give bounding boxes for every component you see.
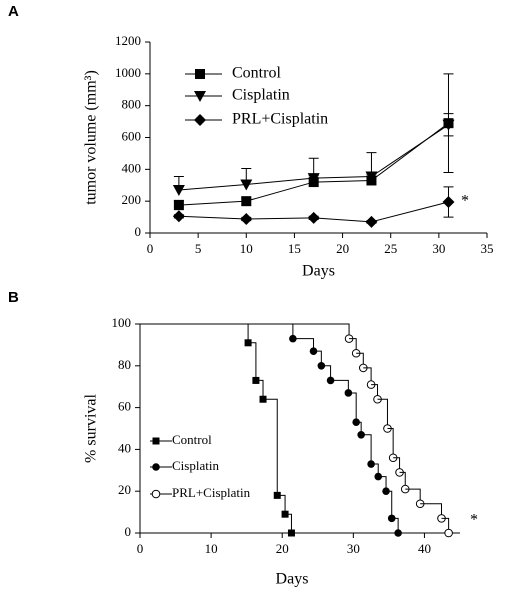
step-segment [255, 379, 264, 400]
step-segment [361, 434, 372, 465]
data-point [287, 529, 295, 537]
data-point [394, 529, 402, 537]
x-tick-label: 20 [336, 241, 349, 256]
data-point [241, 196, 252, 207]
annotation: * [461, 193, 469, 210]
data-point [442, 119, 455, 131]
step-segment [263, 398, 278, 496]
y-tick-label: 400 [122, 160, 142, 175]
x-tick-label: 35 [481, 241, 494, 256]
step-segment [391, 517, 399, 533]
legend-marker [194, 114, 206, 126]
step-segment [321, 365, 332, 381]
annotation: * [470, 512, 478, 529]
x-tick-label: 30 [432, 241, 445, 256]
data-point [307, 211, 320, 224]
step-segment [313, 350, 322, 366]
data-point [365, 215, 378, 228]
x-tick-label: 25 [384, 241, 397, 256]
x-axis-label: Days [276, 571, 309, 588]
y-axis-label: % survival [83, 394, 100, 463]
x-tick-label: 20 [276, 541, 289, 556]
step-segment [356, 421, 362, 435]
legend-label: Control [172, 432, 212, 447]
legend-marker [151, 489, 161, 499]
data-point [172, 210, 185, 223]
data-point [307, 173, 320, 185]
step-segment [140, 323, 249, 343]
y-tick-label: 0 [125, 524, 132, 539]
step-segment [363, 367, 372, 385]
error-bar [443, 186, 454, 218]
legend-marker [152, 463, 160, 471]
panel-label: A [8, 3, 19, 20]
y-tick-label: 0 [135, 224, 142, 239]
step-segment [349, 338, 357, 354]
y-tick-label: 20 [118, 482, 131, 497]
y-tick-label: 800 [122, 97, 142, 112]
data-point [240, 179, 253, 191]
data-point [442, 195, 455, 208]
x-tick-label: 0 [137, 541, 144, 556]
step-segment [405, 488, 421, 504]
step-segment [285, 513, 292, 533]
y-tick-label: 1000 [115, 65, 141, 80]
x-tick-label: 15 [288, 241, 301, 256]
step-segment [420, 503, 443, 519]
step-segment [386, 490, 393, 519]
step-segment [371, 463, 379, 477]
legend-label: PRL+Cisplatin [232, 111, 328, 128]
x-tick-label: 0 [147, 241, 154, 256]
data-point [365, 171, 378, 183]
y-tick-label: 1200 [115, 33, 141, 48]
y-tick-label: 80 [118, 357, 131, 372]
legend-marker [152, 437, 160, 445]
x-tick-label: 10 [205, 541, 218, 556]
step-segment [371, 384, 379, 400]
step-segment [393, 457, 401, 473]
step-segment [248, 342, 257, 381]
step-segment [330, 379, 349, 393]
step-segment [399, 471, 406, 490]
x-axis-label: Days [302, 263, 335, 280]
step-segment [348, 392, 357, 423]
x-tick-label: 10 [240, 241, 253, 256]
y-tick-label: 600 [122, 128, 142, 143]
error-bar [443, 73, 454, 174]
x-tick-label: 5 [195, 241, 202, 256]
legend-label: Cisplatin [232, 87, 290, 104]
step-segment [377, 398, 388, 429]
y-tick-label: 40 [118, 440, 131, 455]
y-tick-label: 100 [112, 315, 132, 330]
y-tick-label: 60 [118, 399, 131, 414]
legend-label: PRL+Cisplatin [172, 485, 251, 500]
error-bar [443, 113, 454, 137]
legend-marker [194, 91, 206, 102]
y-tick-label: 200 [122, 192, 142, 207]
panel-label: B [8, 289, 19, 306]
data-point [172, 185, 185, 197]
step-segment [356, 352, 364, 368]
legend-label: Control [232, 65, 281, 82]
step-segment [441, 517, 450, 533]
legend-label: Cisplatin [172, 458, 219, 473]
step-segment [140, 323, 294, 339]
data-point [240, 212, 253, 225]
step-segment [378, 476, 387, 492]
step-segment [387, 428, 394, 458]
step-segment [277, 494, 286, 515]
data-point [173, 200, 184, 211]
y-axis-label: tumor volume (mm³) [83, 70, 100, 205]
x-tick-label: 40 [418, 541, 431, 556]
step-segment [140, 323, 350, 339]
legend-marker [195, 69, 205, 79]
step-segment [292, 338, 315, 352]
x-tick-label: 30 [347, 541, 360, 556]
data-point [444, 528, 453, 538]
